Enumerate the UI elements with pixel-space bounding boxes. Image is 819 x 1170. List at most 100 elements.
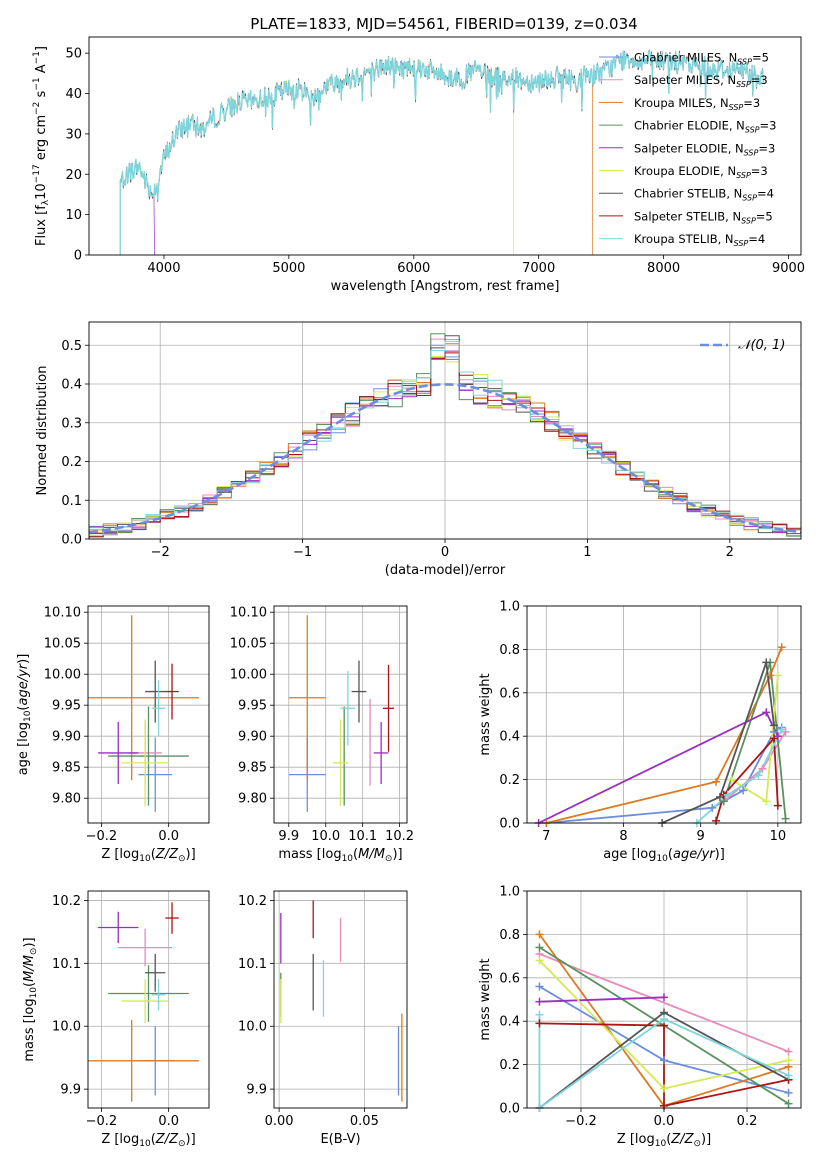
y-tick-label: 10.1 [52,957,81,972]
marker [777,725,786,734]
plot-area [280,900,403,1102]
y-tick-label: 10.1 [238,957,267,972]
legend-label: Salpeter ELODIE, NSSP=3 [634,141,775,157]
marker [535,956,544,965]
normal-curve [89,383,801,534]
y-tick-label: 20 [65,168,82,183]
x-tick-label: 0.00 [265,1114,294,1129]
x-axis-label: wavelength [Angstrom, rest frame] [331,279,560,294]
marker [784,1071,793,1080]
marker [769,734,778,743]
marker [712,777,721,786]
marker [766,671,775,680]
marker [660,1056,668,1065]
x-tick-label: 0.0 [158,1114,179,1129]
weight-line [538,1014,789,1108]
legend-label: Salpeter STELIB, NSSP=5 [634,209,773,225]
y-tick-label: 0.2 [499,1058,520,1073]
y-axis-label: age [log10(age/yr)] [16,654,33,776]
y-tick-label: 0.0 [499,1102,520,1117]
marker [660,1084,668,1093]
axes-frame [88,36,802,256]
y-tick-label: 0 [74,249,82,264]
marker [773,671,782,680]
plot-area [538,646,787,823]
plot-area [89,333,801,538]
panel-weight_vs_Z: −0.2 0.0 0.2 0.0 0.2 0.4 0.6 0.8 1.0 Z [log10(Z/Z… [478,885,802,1149]
axes-frame [526,605,802,824]
figure-title: PLATE=1833, MJD=54561, FIBERID=0139, z=0… [250,15,637,33]
y-axis-label: Normed distribution [35,366,50,496]
marker [660,993,668,1002]
y-tick-label: 9.80 [52,792,81,807]
marker [535,997,544,1006]
y-tick-label: 1.0 [499,885,520,900]
marker [758,764,767,773]
marker [769,721,778,730]
y-tick-label: 9.85 [52,761,81,776]
spectrum-line [119,50,764,255]
plot-area [88,615,199,812]
x-tick-label: 5000 [272,261,305,276]
marker [781,814,790,823]
x-axis-label: Z [log10(Z/Z⊙)] [101,1132,195,1149]
panel-weight_vs_age: 7 8 9 10 0.0 0.2 0.4 0.6 0.8 1.0 age [log10(age/yr… [478,600,802,864]
axes-frame [273,890,408,1109]
marker [784,1088,793,1097]
plot-area [88,902,199,1102]
x-tick-label: 0.05 [350,1114,379,1129]
y-tick-label: 50 [65,47,82,62]
y-axis-label: mass weight [478,958,493,1040]
legend-label: Kroupa STELIB, NSSP=4 [634,232,765,248]
x-tick-label: 9.9 [278,829,299,844]
legend-label: Salpeter MILES, NSSP=3 [634,73,768,89]
marker [535,930,544,939]
x-axis-label: Z [log10(Z/Z⊙)] [617,1132,711,1149]
histogram-series [89,352,801,538]
legend: 𝒩(0, 1) [700,338,785,353]
x-tick-label: 9000 [772,261,805,276]
weight-line [661,662,775,823]
y-tick-label: 0.4 [499,1015,520,1030]
x-tick-label: 7 [542,829,550,844]
y-tick-label: 0.3 [61,416,82,431]
marker [754,771,763,780]
y-tick-label: 0.0 [61,533,82,548]
spectrum-line [119,55,515,255]
weight-line [539,996,665,1003]
panel-spectrum: 4000 5000 6000 7000 8000 9000 0 10 20 30 40 50 wavel… [32,36,805,294]
y-tick-label: 10.10 [44,606,81,621]
axes-frame [87,890,210,1109]
legend-label: Chabrier STELIB, NSSP=4 [634,187,774,203]
legend-label: Kroupa MILES, NSSP=3 [634,96,760,112]
marker [784,1047,793,1056]
y-tick-label: 9.90 [238,730,267,745]
y-tick-label: 10.2 [52,894,81,909]
marker [535,1010,544,1019]
spectrum-line [153,198,155,255]
marker [535,1019,544,1028]
y-tick-label: 10.2 [238,894,267,909]
x-tick-label: 9 [697,829,705,844]
marker [660,1101,668,1110]
y-tick-label: 0.6 [499,686,520,701]
marker [777,643,786,652]
legend-label: Chabrier MILES, NSSP=5 [634,51,769,67]
y-tick-label: 40 [65,87,82,102]
weight-line [539,953,789,1053]
legend-label: Kroupa ELODIE, NSSP=3 [634,164,768,180]
x-tick-label: 1 [583,545,591,560]
y-tick-label: 10.00 [44,668,81,683]
panel-age_vs_mass: 9.9 10.0 10.1 10.2 9.80 9.85 9.90 9.95 10.00 10.0… [230,605,414,864]
y-tick-label: 10.05 [230,637,267,652]
y-tick-label: 0.1 [61,494,82,509]
y-tick-label: 9.85 [238,761,267,776]
x-tick-label: −1 [293,545,312,560]
marker [762,797,771,806]
marker [535,943,544,952]
legend-label: 𝒩(0, 1) [738,338,785,353]
marker [762,658,771,667]
y-tick-label: 30 [65,127,82,142]
plot-area [119,49,764,255]
